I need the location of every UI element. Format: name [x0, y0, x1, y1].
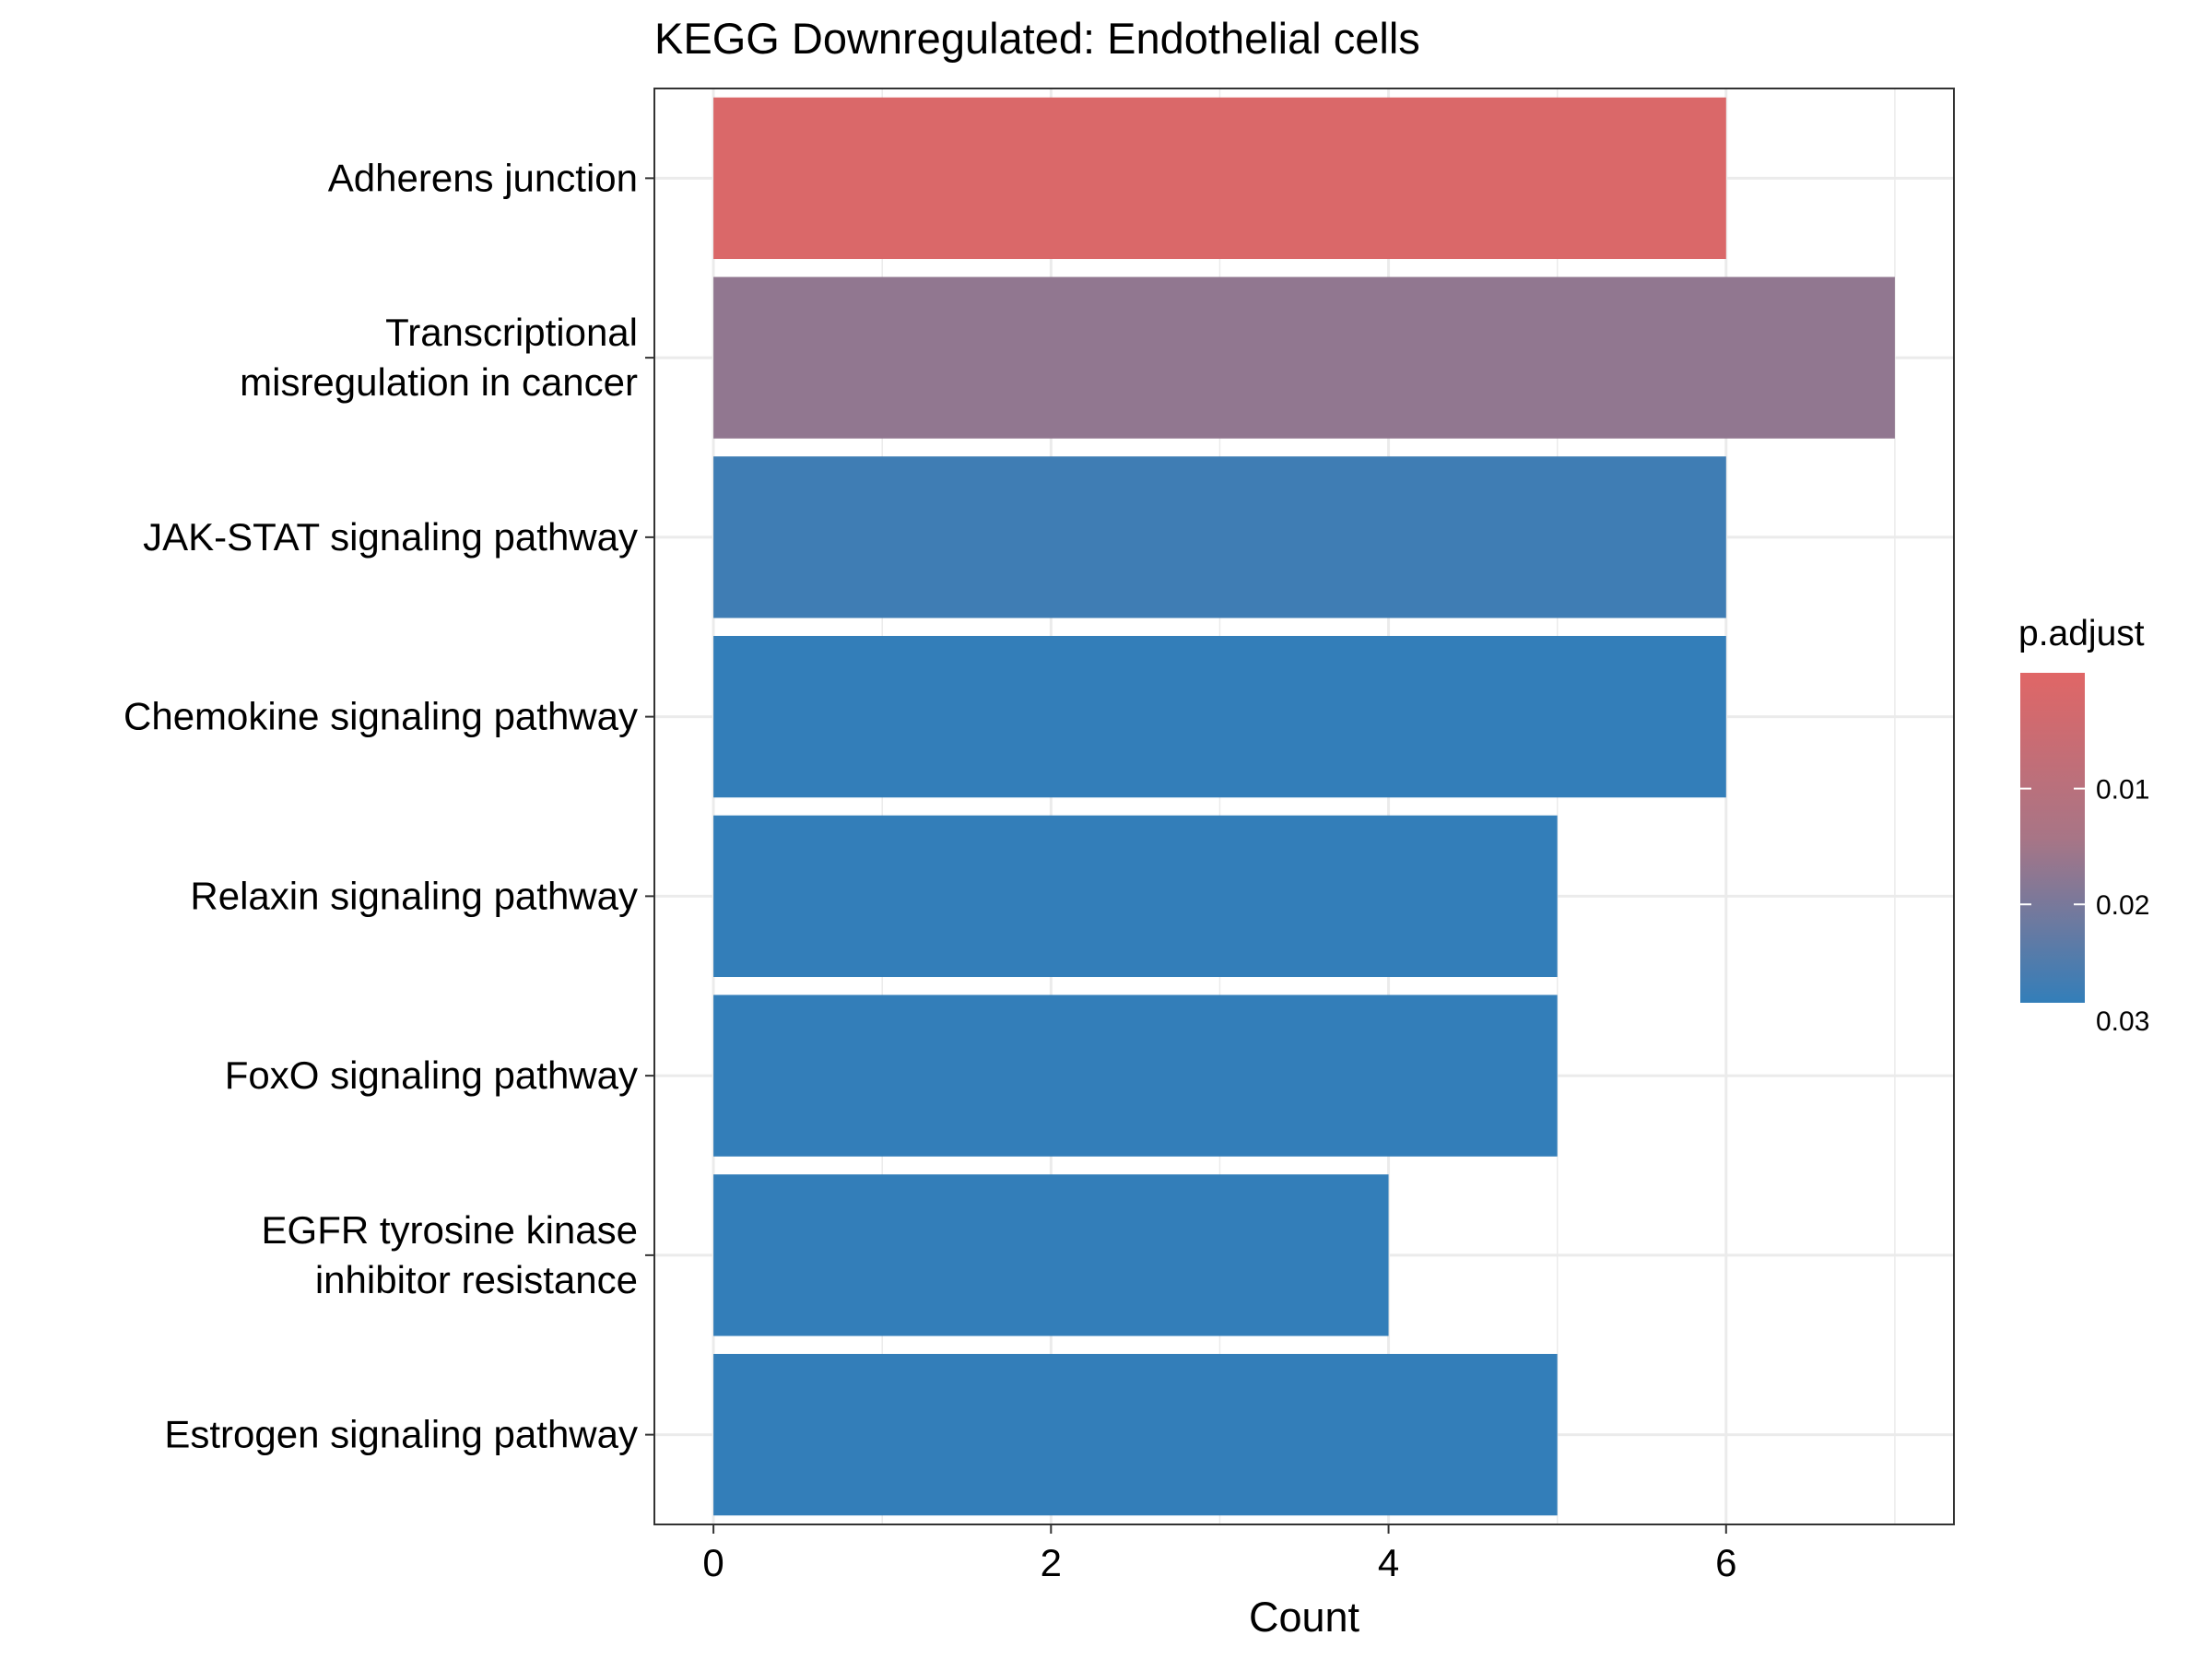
x-tick-label: 2	[1041, 1541, 1062, 1584]
chart-title: KEGG Downregulated: Endothelial cells	[654, 14, 1420, 63]
bars	[713, 97, 1895, 1516]
legend-label: 0.03	[2096, 1006, 2149, 1037]
bar	[713, 1174, 1389, 1336]
x-axis-title: Count	[1249, 1594, 1360, 1641]
legend-colorbar	[2020, 673, 2085, 1003]
x-axis: 0 2 4 6	[702, 1524, 1736, 1584]
legend-label: 0.02	[2096, 890, 2149, 921]
legend-label: 0.01	[2096, 775, 2149, 806]
bar	[713, 815, 1558, 978]
bar	[713, 635, 1726, 798]
y-tick-label: Relaxin signaling pathway	[190, 874, 638, 917]
y-tick-label: Chemokine signaling pathway	[124, 695, 638, 738]
bar	[713, 994, 1558, 1157]
y-tick-label: FoxO signaling pathway	[225, 1053, 638, 1097]
bar	[713, 1353, 1558, 1516]
x-tick-label: 4	[1378, 1541, 1399, 1584]
bar	[713, 97, 1726, 260]
bar	[713, 276, 1895, 439]
y-tick-label: Transcriptional misregulation in cancer	[240, 311, 638, 404]
bar	[713, 456, 1726, 618]
legend-title: p.adjust	[2018, 614, 2145, 653]
x-tick-label: 0	[702, 1541, 724, 1584]
y-tick-label: Adherens junction	[328, 156, 638, 199]
y-axis: Adherens junction Transcriptional misregul…	[124, 156, 654, 1456]
plot-border	[653, 88, 1955, 1525]
x-tick-label: 6	[1715, 1541, 1736, 1584]
y-tick-label: EGFR tyrosine kinase inhibitor resistance	[262, 1208, 638, 1301]
legend: p.adjust 0.01 0.02 0.03	[2018, 614, 2149, 1037]
y-tick-label: JAK-STAT signaling pathway	[143, 515, 638, 559]
y-tick-label: Estrogen signaling pathway	[164, 1413, 638, 1456]
